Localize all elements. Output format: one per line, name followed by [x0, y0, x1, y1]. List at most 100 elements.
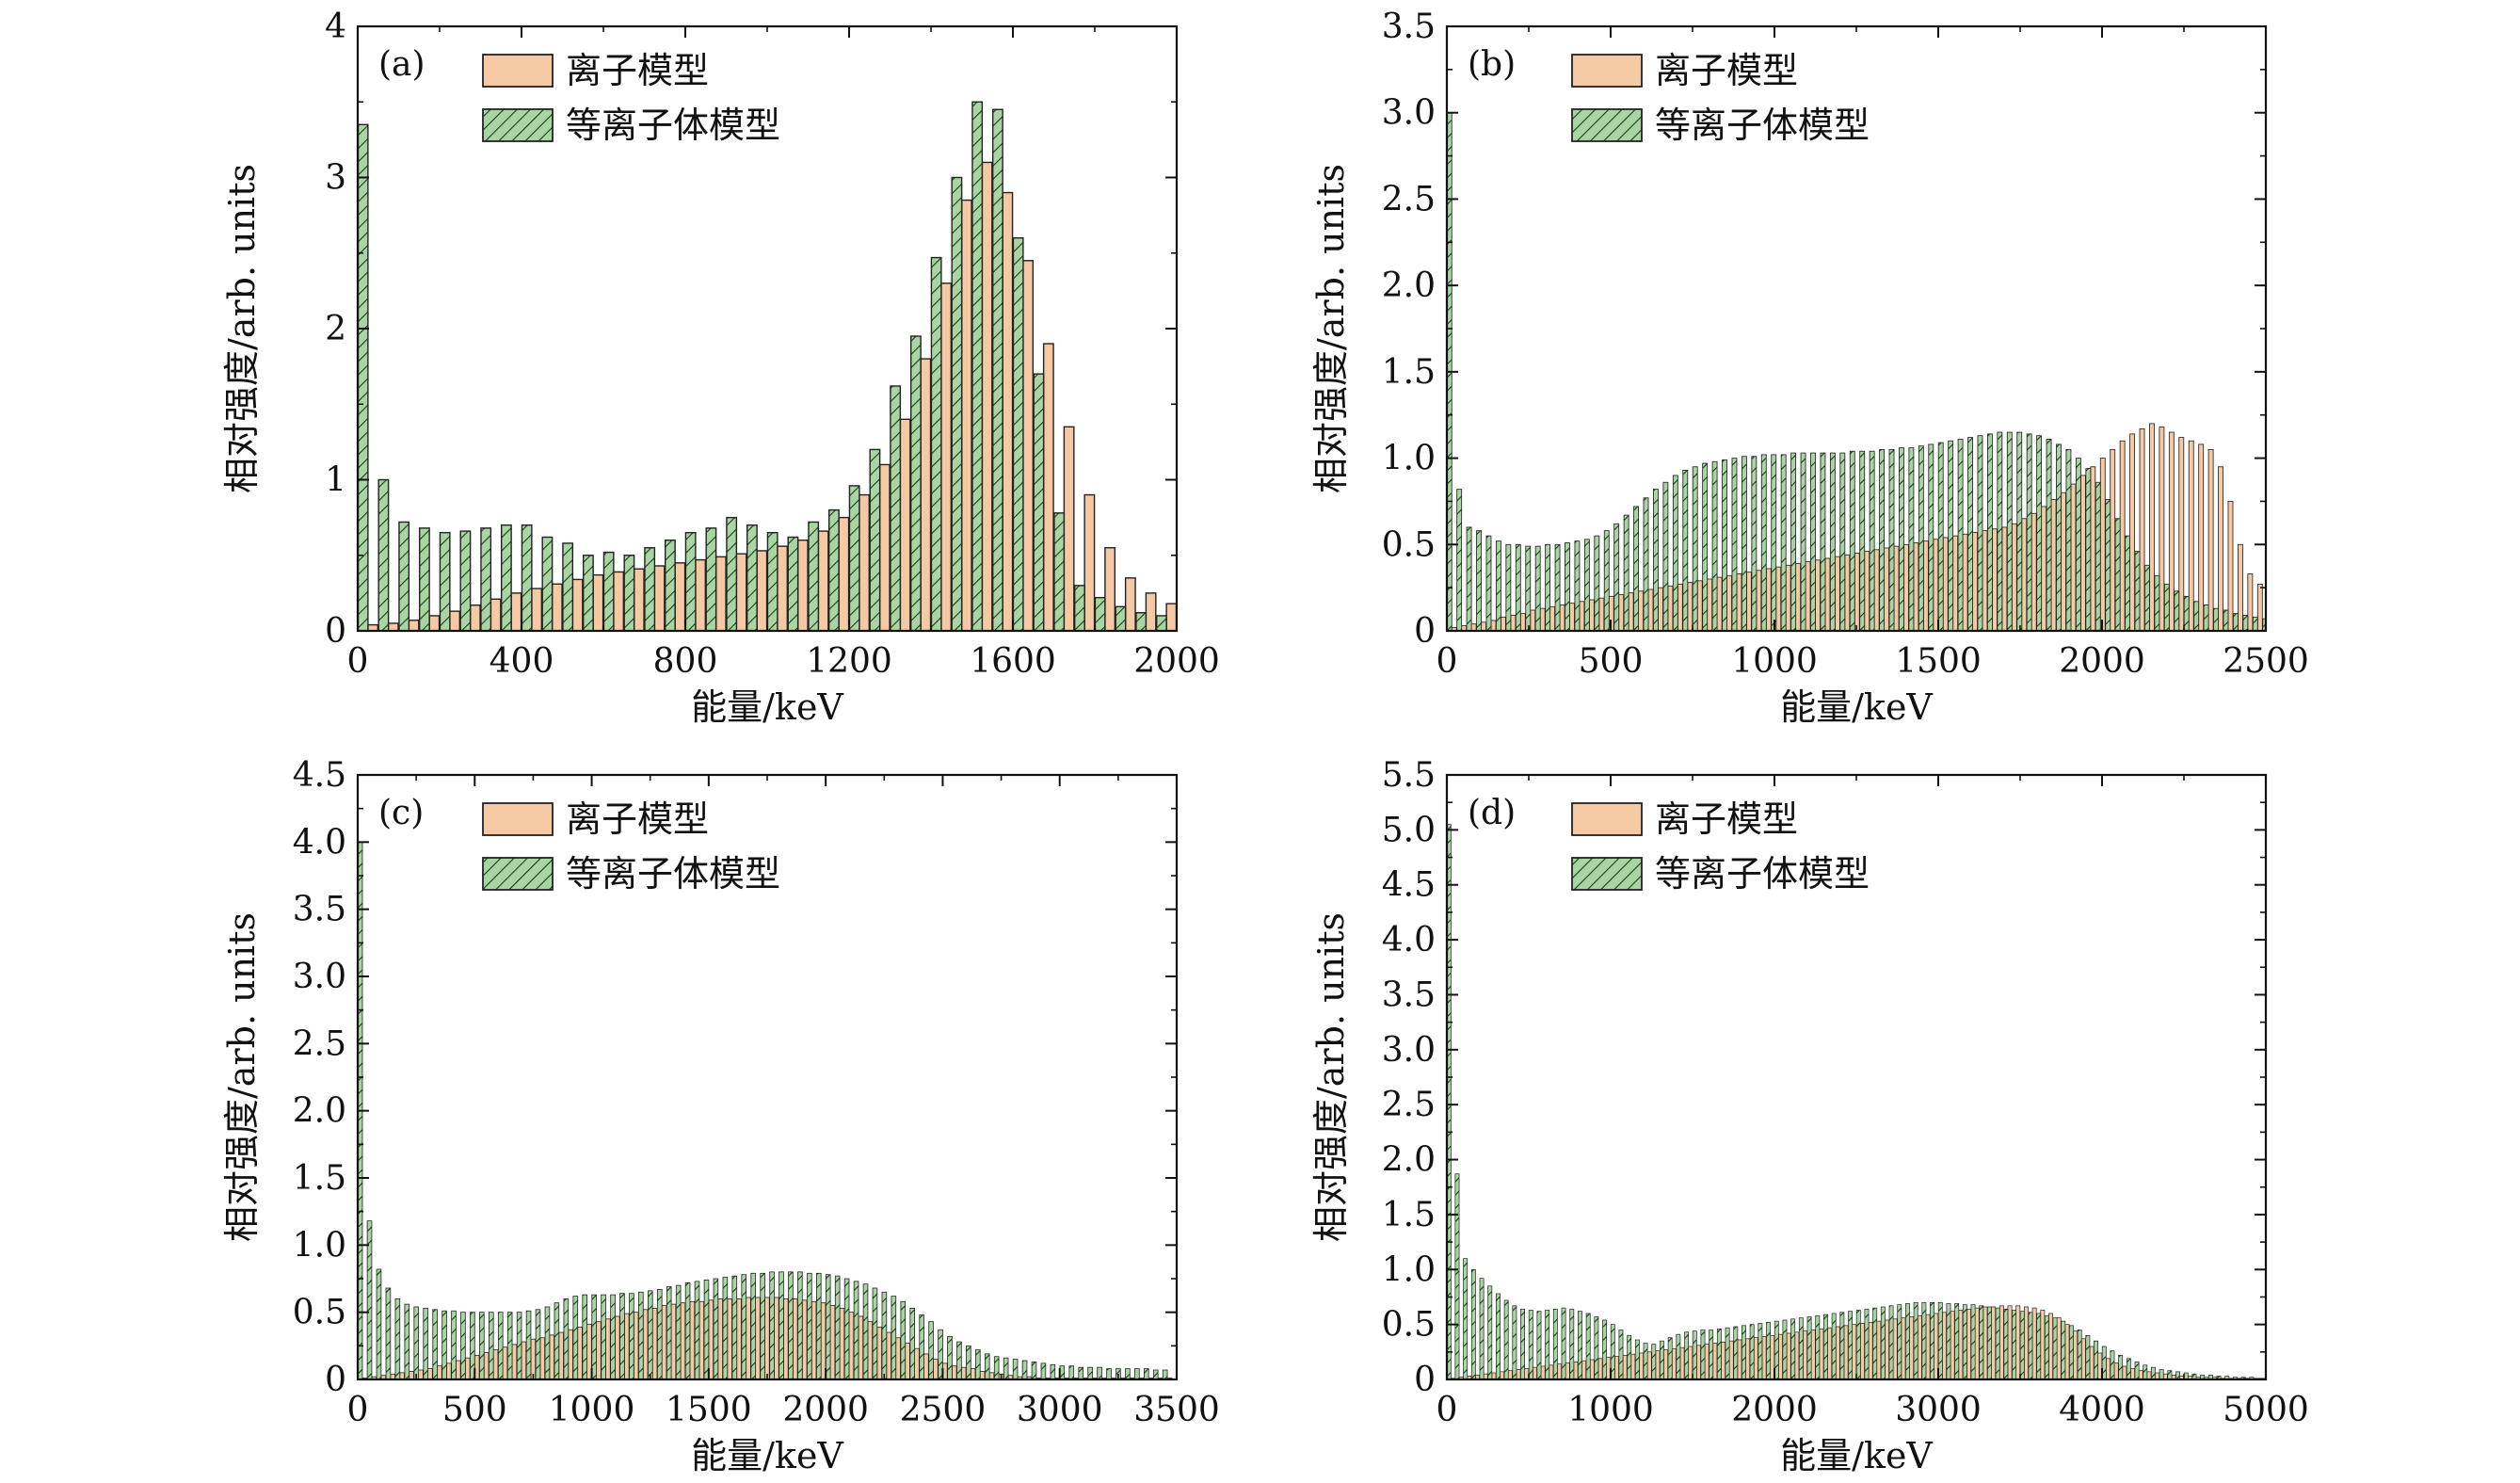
ion-bar-40 [1844, 554, 1851, 631]
plasma-bar-5 [459, 530, 472, 631]
ion-bar-53 [1972, 532, 1978, 631]
ion-bar-77 [2207, 448, 2214, 631]
ion-bar-10 [456, 1360, 461, 1379]
ion-bar-59 [914, 1347, 920, 1379]
ion-bar-65 [970, 1368, 976, 1379]
plasma-bar-76 [2193, 601, 2200, 631]
plasma-bar-3 [418, 527, 430, 631]
y-tick-label: 3.0 [1382, 94, 1436, 133]
y-tick-label: 2.5 [293, 1024, 346, 1063]
ion-bar-63 [1966, 1308, 1971, 1379]
plasma-bar-64 [956, 1341, 962, 1379]
ion-bar-67 [1998, 1305, 2004, 1379]
ion-bar-11 [1540, 1365, 1546, 1379]
ion-bar-42 [1228, 619, 1237, 631]
plasma-bar-33 [1716, 1328, 1722, 1379]
plasma-bar-70 [2134, 551, 2141, 631]
plasma-bar-51 [834, 1275, 841, 1379]
y-axis-label: 相对强度/arb. units [221, 164, 263, 493]
y-tick-label: 0.5 [1382, 1306, 1436, 1345]
plasma-bar-47 [1831, 1313, 1837, 1379]
plasma-bar-45 [1815, 1314, 1821, 1379]
ion-bar-31 [651, 1307, 658, 1379]
plasma-bar-73 [1040, 1362, 1047, 1379]
plasma-bar-29 [951, 176, 963, 631]
plasma-bar-16 [506, 1312, 513, 1379]
plasma-bar-58 [2016, 431, 2023, 631]
plasma-bar-46 [1823, 1314, 1828, 1379]
plasma-bar-66 [2095, 481, 2101, 631]
panel-label: (d) [1468, 794, 1516, 832]
ion-bar-36 [698, 1300, 705, 1379]
ion-bar-50 [1860, 1323, 1865, 1379]
ion-bar-76 [2073, 1330, 2079, 1379]
ion-bar-44 [1810, 1330, 1816, 1379]
ion-bar-63 [951, 1365, 957, 1379]
ion-bar-30 [642, 1309, 649, 1379]
plasma-bar-8 [1512, 1305, 1517, 1379]
plasma-bar-80 [1106, 1368, 1112, 1379]
plasma-bar-21 [554, 1302, 560, 1379]
ion-bar-27 [920, 358, 932, 631]
plasma-bar-48 [807, 1272, 812, 1379]
plasma-bar-71 [1021, 1360, 1028, 1379]
plasma-bar-38 [713, 1278, 719, 1379]
ion-bar-43 [764, 1297, 770, 1379]
plasma-bar-46 [788, 1271, 794, 1379]
plasma-bar-83 [2126, 1358, 2131, 1379]
y-tick-label: 2.5 [1382, 1086, 1436, 1124]
plasma-bar-61 [928, 1321, 934, 1379]
ion-bar-60 [923, 1353, 929, 1379]
ion-bar-35 [1737, 1339, 1742, 1379]
plasma-bar-7 [423, 1307, 428, 1379]
legend-label-plasma: 等离子体模型 [566, 105, 780, 146]
plasma-bar-29 [629, 1293, 634, 1379]
ion-bar-52 [1876, 1320, 1882, 1379]
plasma-bar-5 [1487, 1285, 1493, 1379]
plasma-bar-15 [1594, 535, 1600, 631]
plasma-bar-92 [2200, 1374, 2206, 1379]
plasma-bar-31 [1700, 1330, 1706, 1379]
plasma-bar-30 [1741, 456, 1747, 631]
ion-bar-44 [1884, 547, 1890, 631]
ion-bar-84 [2277, 600, 2282, 631]
ion-bar-79 [2227, 501, 2234, 631]
ion-bar-46 [1309, 623, 1319, 631]
ion-bar-20 [549, 1334, 554, 1379]
ion-bar-65 [1982, 1306, 1988, 1379]
y-tick-label: 5.0 [1382, 811, 1436, 849]
ion-bar-50 [1942, 537, 1949, 631]
ion-bar-15 [1573, 1361, 1579, 1379]
y-tick-label: 4.5 [293, 756, 346, 795]
ion-bar-24 [859, 493, 871, 631]
plasma-bar-15 [497, 1312, 504, 1379]
ion-bar-55 [1901, 1317, 1906, 1379]
y-tick-label: 2 [325, 310, 346, 348]
plasma-bar-65 [1979, 1305, 1984, 1379]
ion-bar-32 [1022, 260, 1035, 631]
ion-bar-31 [1704, 1344, 1709, 1379]
ion-bar-13 [483, 1352, 490, 1379]
ion-bar-38 [1761, 1336, 1767, 1379]
plasma-bar-28 [1676, 1333, 1681, 1379]
ion-bar-18 [735, 553, 747, 631]
ion-bar-52 [848, 1312, 855, 1379]
plasma-bar-78 [2085, 1334, 2091, 1379]
y-tick-label: 3.0 [293, 958, 346, 996]
plasma-bar-52 [1872, 1307, 1878, 1379]
y-tick-label: 0 [1414, 612, 1436, 651]
plasma-bar-16 [684, 531, 697, 631]
plasma-bar-60 [2036, 435, 2043, 631]
ion-bar-16 [511, 1344, 518, 1379]
plasma-bar-62 [2056, 443, 2062, 631]
plasma-bar-36 [694, 1281, 700, 1379]
legend-swatch-plasma [1571, 108, 1643, 142]
plasma-bar-42 [1790, 1318, 1796, 1379]
ion-bar-7 [427, 1368, 433, 1379]
ion-bar-44 [774, 1297, 779, 1379]
ion-bar-28 [623, 1313, 630, 1379]
plasma-bar-68 [993, 1356, 1000, 1379]
plasma-bar-18 [726, 516, 738, 631]
ion-bar-50 [829, 1305, 836, 1379]
plasma-bar-37 [703, 1280, 710, 1379]
